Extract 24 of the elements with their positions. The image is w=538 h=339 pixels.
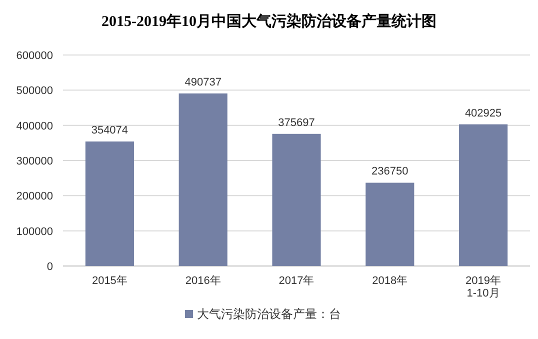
chart-title: 2015-2019年10月中国大气污染防治设备产量统计图 bbox=[102, 12, 436, 30]
data-label: 490737 bbox=[184, 76, 222, 88]
bar bbox=[366, 182, 414, 266]
data-label: 236750 bbox=[372, 166, 408, 178]
x-tick-label: 2016年 bbox=[185, 275, 221, 287]
y-tick-label: 0 bbox=[46, 261, 53, 273]
data-label: 402925 bbox=[464, 107, 502, 120]
y-tick-label: 500000 bbox=[16, 85, 53, 98]
x-tick-label: 2017年 bbox=[278, 275, 314, 287]
legend: 大气污染防治设备产量：台 bbox=[185, 307, 341, 321]
y-tick-label: 200000 bbox=[16, 190, 53, 203]
data-label: 375697 bbox=[278, 116, 315, 129]
y-tick-label: 300000 bbox=[16, 156, 53, 168]
y-tick-label: 100000 bbox=[16, 226, 53, 238]
x-tick-label: 2015年 bbox=[92, 275, 128, 287]
data-label: 354074 bbox=[91, 124, 128, 136]
x-tick-label: 2018年 bbox=[372, 275, 408, 287]
bar bbox=[178, 93, 228, 266]
bar bbox=[459, 124, 508, 266]
bar bbox=[85, 141, 134, 266]
y-tick-label: 600000 bbox=[16, 50, 53, 62]
x-tick-label: 2019年 1-10月 bbox=[466, 275, 502, 300]
y-tick-label: 400000 bbox=[16, 120, 53, 132]
bar bbox=[272, 134, 321, 266]
